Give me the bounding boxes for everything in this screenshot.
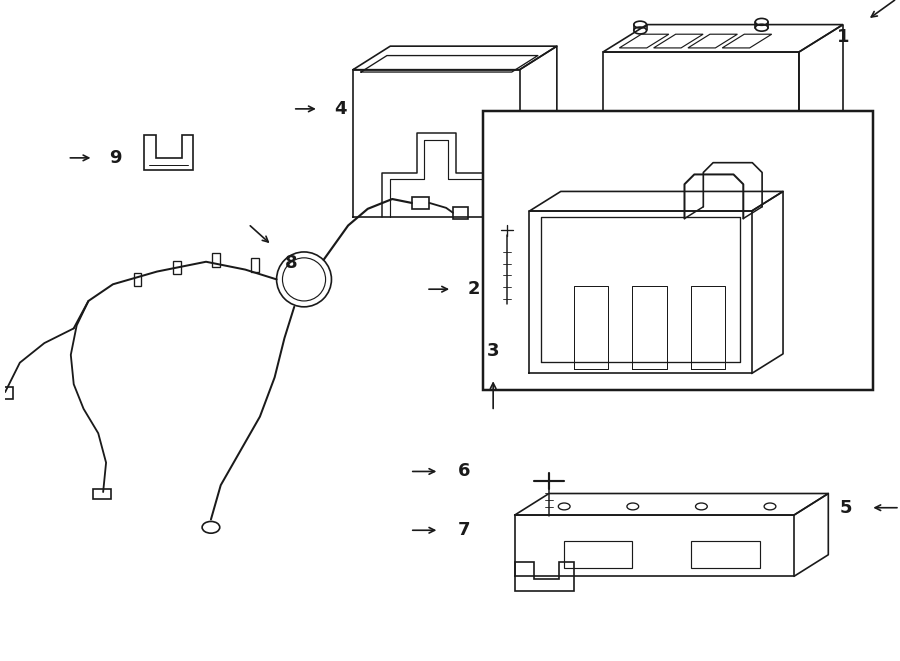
Text: 6: 6 — [457, 463, 470, 481]
Bar — [0, 387, 13, 399]
Text: 1: 1 — [837, 28, 850, 46]
Bar — [251, 258, 259, 272]
Bar — [133, 272, 141, 286]
Bar — [94, 489, 111, 499]
Bar — [173, 261, 181, 274]
Bar — [412, 197, 429, 209]
Text: 8: 8 — [285, 254, 298, 272]
Text: 4: 4 — [334, 100, 346, 118]
Text: 7: 7 — [457, 522, 470, 539]
Text: 9: 9 — [109, 149, 122, 167]
Text: 3: 3 — [487, 342, 500, 360]
Text: 2: 2 — [467, 280, 480, 298]
Bar — [483, 111, 873, 390]
Text: 5: 5 — [840, 498, 852, 517]
Bar — [212, 253, 220, 266]
Bar — [453, 207, 468, 219]
